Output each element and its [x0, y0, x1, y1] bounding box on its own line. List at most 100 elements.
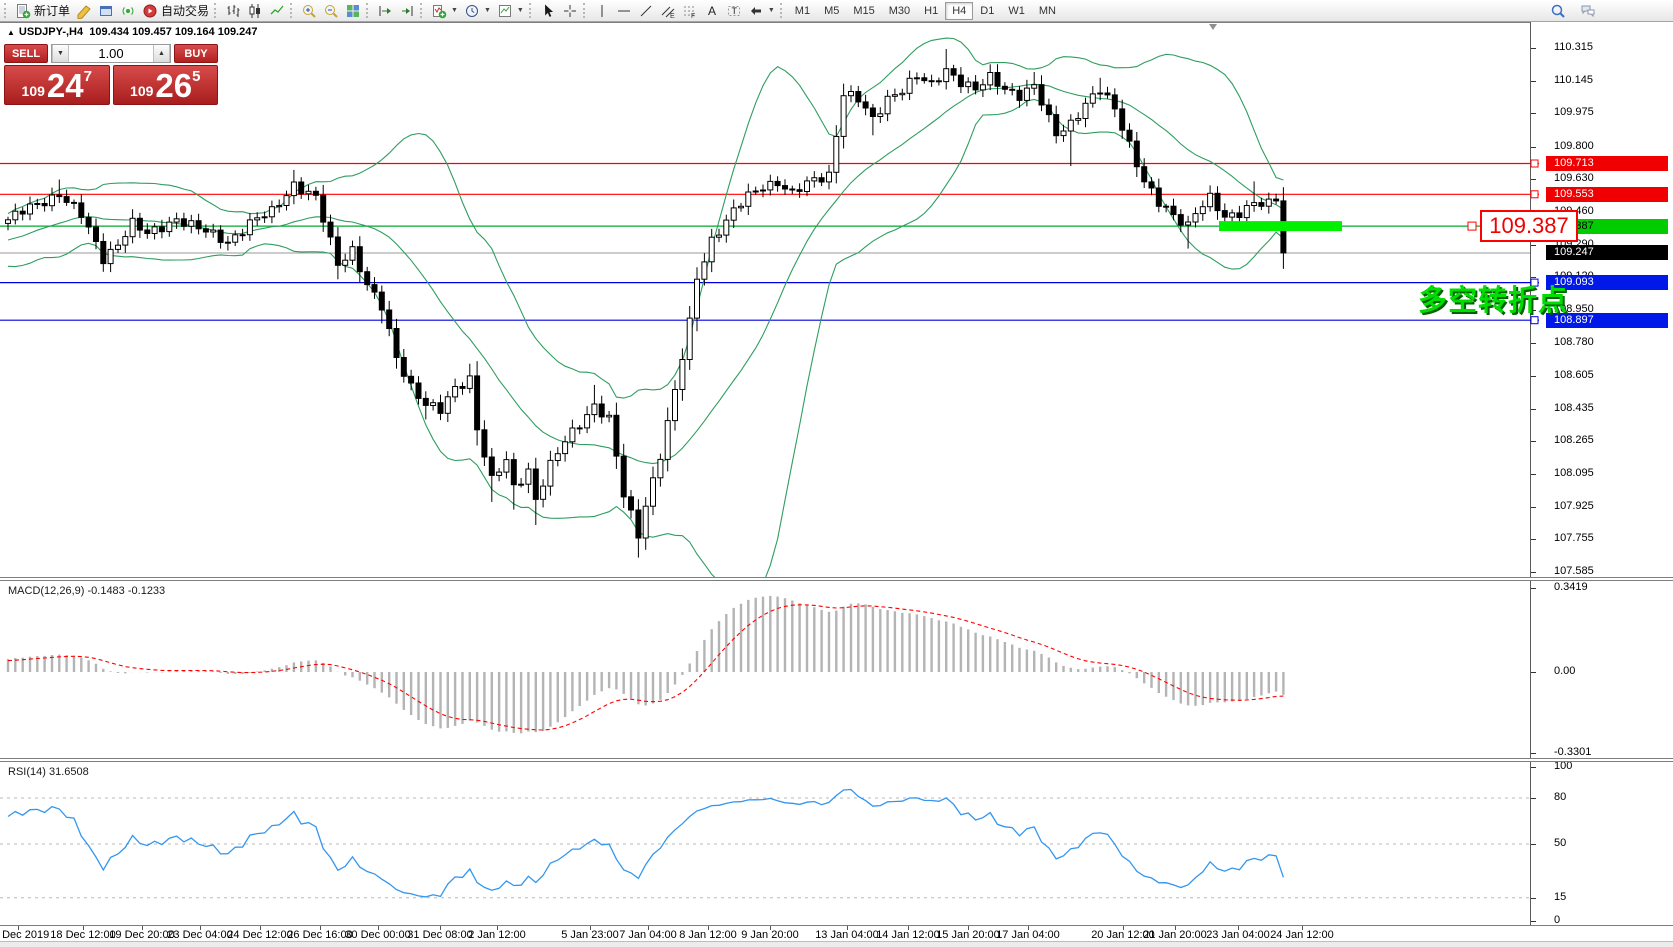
market-watch-icon [100, 5, 113, 16]
templates-button[interactable]: ▼ [494, 1, 527, 21]
dropdown-arrow-icon[interactable]: ▼ [767, 7, 775, 14]
toolbar-grip [214, 3, 218, 18]
toolbar: 新订单 自动交易 ▼ ▼ ▼ E F A T ▼ M1 M5 M15 M30 H1 H4 D1 W1 MN [0, 0, 1673, 22]
chart-profile-icon [77, 4, 91, 19]
pane-separator-2[interactable] [0, 758, 1673, 762]
axis-tick [1531, 48, 1536, 49]
window-bottom-strip [0, 941, 1673, 947]
chat-button[interactable] [1577, 1, 1599, 21]
axis-tick-label: 109.975 [1554, 106, 1594, 119]
sell-button[interactable]: SELL [4, 44, 48, 63]
auto-scroll-button[interactable] [374, 1, 396, 21]
chart-shift-marker [1209, 24, 1217, 30]
date-label: 17 Jan 04:00 [996, 929, 1060, 941]
chat-icon [1581, 5, 1595, 17]
date-label: 18 Dec 12:00 [50, 929, 116, 941]
date-tick [83, 926, 84, 930]
date-tick [1238, 926, 1239, 930]
date-tick [320, 926, 321, 930]
date-tick [497, 926, 498, 930]
trendline-button[interactable] [635, 1, 657, 21]
toolbar-grip [779, 3, 784, 18]
trendline-icon [640, 5, 652, 16]
arrows-button[interactable]: ▼ [745, 1, 778, 21]
volume-down-button[interactable]: ▼ [52, 45, 69, 62]
dropdown-arrow-icon[interactable]: ▼ [451, 7, 458, 14]
axis-tick-label: 110.145 [1554, 73, 1593, 86]
dropdown-arrow-icon[interactable]: ▼ [516, 7, 524, 14]
auto-trading-button[interactable]: 自动交易 [139, 1, 212, 21]
text-label-button[interactable]: T [723, 1, 745, 21]
price-axis[interactable]: 110.315110.145109.975109.800109.630109.4… [1530, 22, 1673, 926]
fibonacci-button[interactable]: F [679, 1, 701, 21]
zoom-out-button[interactable] [320, 1, 342, 21]
line-chart-button[interactable] [266, 1, 288, 21]
candlestick-chart-button[interactable] [244, 1, 266, 21]
timeframe-h1-button[interactable]: H1 [924, 4, 939, 17]
indicators-button[interactable]: ▼ [428, 1, 461, 21]
signals-button[interactable] [117, 1, 139, 21]
axis-tick-label: 108.095 [1554, 467, 1594, 480]
tile-windows-icon [347, 4, 360, 17]
new-order-button[interactable]: 新订单 [12, 1, 73, 21]
chart-profile-button[interactable] [73, 1, 95, 21]
buy-button[interactable]: BUY [174, 44, 218, 63]
axis-tick-label: 107.585 [1554, 565, 1594, 577]
date-tick [142, 926, 143, 930]
chart-shift-button[interactable] [396, 1, 418, 21]
macd-indicator-label: MACD(12,26,9) -0.1483 -0.1233 [8, 585, 166, 597]
date-label: 20 Jan 12:00 [1091, 929, 1155, 941]
equidistant-channel-button[interactable]: E [657, 1, 679, 21]
crosshair-icon [563, 4, 576, 17]
axis-tick-label: -0.3301 [1554, 746, 1592, 759]
price-callout-box[interactable]: 109.387 [1480, 210, 1578, 243]
market-watch-button[interactable] [95, 1, 117, 21]
text-button[interactable]: A [701, 1, 723, 21]
axis-tick [1531, 588, 1536, 590]
svg-text:T: T [731, 6, 737, 16]
crosshair-button[interactable] [559, 1, 581, 21]
periods-button[interactable]: ▼ [461, 1, 494, 21]
timeframe-d1-button[interactable]: D1 [980, 4, 995, 17]
volume-input[interactable]: 1.00 [98, 46, 124, 61]
ohlc-values: 109.434 109.457 109.164 109.247 [89, 26, 258, 38]
tile-windows-button[interactable] [342, 1, 364, 21]
toolbar-grip [366, 3, 370, 18]
svg-text:E: E [670, 13, 675, 19]
timeframe-m15-button[interactable]: M15 [853, 4, 875, 17]
pane-separator-1[interactable] [0, 577, 1673, 581]
text-icon: A [708, 4, 716, 18]
timeframe-m30-button[interactable]: M30 [888, 4, 911, 17]
date-label: 19 Dec 20:00 [109, 929, 175, 941]
rsi-pane[interactable] [0, 762, 1546, 925]
timeframe-w1-button[interactable]: W1 [1008, 4, 1025, 17]
svg-text:F: F [691, 13, 695, 19]
timeframe-mn-button[interactable]: MN [1038, 4, 1056, 17]
bar-chart-button[interactable] [222, 1, 244, 21]
axis-tick [1531, 244, 1536, 246]
buy-price-button[interactable]: 109 26 5 [112, 65, 218, 105]
price-badge: 109.713 [1546, 156, 1668, 172]
axis-tick [1531, 897, 1536, 899]
search-button[interactable] [1547, 1, 1569, 21]
zoom-in-button[interactable] [298, 1, 320, 21]
timeframe-m1-button[interactable]: M1 [794, 4, 811, 17]
sell-price-button[interactable]: 109 24 7 [4, 65, 110, 105]
callout-anchor-marker [1467, 221, 1477, 231]
macd-pane[interactable] [0, 581, 1546, 758]
auto-scroll-icon [379, 5, 392, 16]
vertical-line-button[interactable] [591, 1, 613, 21]
axis-tick-label: 109.630 [1554, 172, 1594, 185]
horizontal-line-button[interactable] [613, 1, 635, 21]
timeframe-m5-button[interactable]: M5 [824, 4, 840, 17]
dropdown-arrow-icon[interactable]: ▼ [483, 7, 491, 14]
volume-up-button[interactable]: ▲ [153, 45, 170, 62]
new-order-label: 新订单 [34, 4, 71, 18]
collapse-marker-icon[interactable]: ▲ [7, 28, 15, 37]
turning-point-annotation[interactable]: 多空转折点 [1418, 285, 1569, 317]
timeframe-h4-button[interactable]: H4 [945, 1, 974, 20]
cursor-button[interactable] [537, 1, 559, 21]
axis-tick-label: 108.780 [1554, 335, 1594, 348]
main-chart-pane[interactable] [0, 22, 1546, 577]
